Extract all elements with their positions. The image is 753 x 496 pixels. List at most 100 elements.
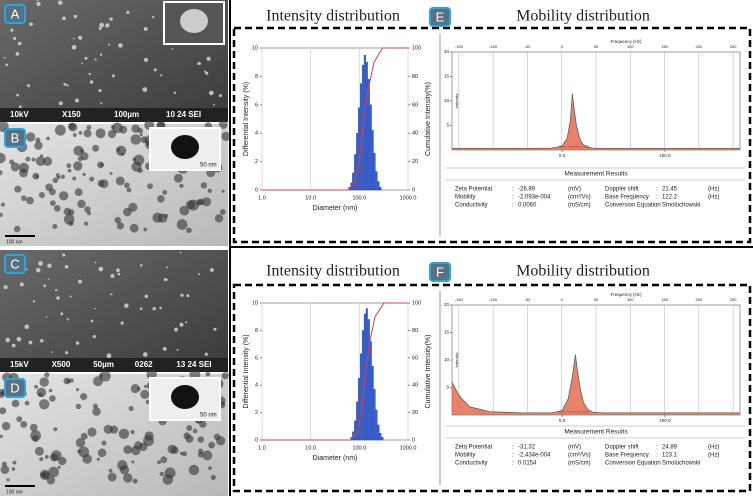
particle [132,478,138,484]
particle [139,307,143,311]
particle [163,277,167,282]
mobility-curve [452,93,740,149]
x-tick-label: 100.0 [659,418,671,423]
particle [25,156,31,162]
particle [0,434,3,439]
particle [218,120,228,129]
y-tick-label: 10 [444,357,450,362]
particle [0,170,3,176]
particle [123,445,132,454]
y-tick-label: 4 [255,383,258,389]
particle [68,221,74,227]
info-bar [0,358,228,372]
particle [72,37,75,40]
panel-letter: C [10,256,19,271]
particle [17,41,22,46]
particle [176,348,179,351]
particle [208,466,212,471]
x-tick-label: 0.0 [559,153,566,158]
particle [34,141,43,150]
x-tick-label: 100.0 [659,153,671,158]
histogram-bar [371,130,374,191]
particle [118,43,123,48]
dashed-frame [232,283,752,493]
results-cell: Doppler shift [605,187,639,193]
panel-badge [4,254,26,274]
particle [58,101,63,106]
sem-caption: 100µm [114,110,139,119]
y-tick-label: 15 [444,74,450,79]
results-cell: Base Frequency [605,453,649,459]
particle [66,318,69,321]
particle [40,472,46,478]
particle [110,125,115,130]
particle [186,227,192,234]
particle [60,174,66,179]
particle [80,432,88,440]
panel-letter: E [436,9,445,24]
particle [142,352,148,357]
particle [92,334,96,339]
particle [0,152,6,164]
inset-particle [171,135,199,159]
particle [126,187,132,193]
particle [153,68,157,72]
particle [20,421,28,428]
particle [128,405,134,412]
particle [84,56,88,60]
particle [130,383,140,394]
results-cell: Conversion Equation [605,203,661,209]
particle [19,282,24,287]
particle [84,206,91,213]
y2-axis-label: Cumulative Intensity(%) [425,335,432,409]
cumulative-line [262,47,408,191]
x2-tick-label: 50 [594,297,599,302]
results-cell: (cm²/Vs) [568,453,591,459]
x-tick-label: 1.0 [258,445,266,451]
particle [109,172,113,176]
particle [0,212,3,218]
dashed-frame [232,26,752,244]
particle [118,428,130,439]
particle [75,98,79,103]
histogram-bar [375,409,378,441]
panel-title: Mobility distribution [516,263,650,280]
particle [108,43,110,46]
particle [66,84,69,87]
particle [114,216,122,224]
results-cell: (mV) [568,187,581,193]
particle [1,421,11,431]
particle [94,58,97,61]
particle [48,466,59,478]
particle [202,197,212,207]
scale-label: 100 nm [6,489,23,495]
histogram-bar [354,420,357,441]
y-tick-label: 5 [446,123,449,128]
particle [80,152,89,161]
results-cell: (mS/cm) [568,203,591,209]
results-cell: : [656,461,658,467]
particle [48,388,53,393]
results-cell: (Hz) [708,453,719,459]
particle [25,268,28,271]
particle [210,268,214,272]
particle [11,467,16,471]
histogram-bar [360,353,362,441]
particle [19,168,28,178]
particle [29,22,33,27]
histogram-bar [358,378,361,441]
histogram-bar [381,437,384,441]
y-tick-label: 20 [444,49,450,54]
particle [142,87,148,92]
results-cell: : [512,461,514,467]
particle [58,0,63,5]
particle [100,102,103,105]
particle [52,177,59,184]
results-cell: Doppler shift [605,445,639,451]
particle [80,393,88,401]
particle [55,173,60,178]
particle [144,294,149,299]
particle [95,128,106,139]
particle [34,384,38,389]
results-cell: 21.45 [662,187,678,193]
